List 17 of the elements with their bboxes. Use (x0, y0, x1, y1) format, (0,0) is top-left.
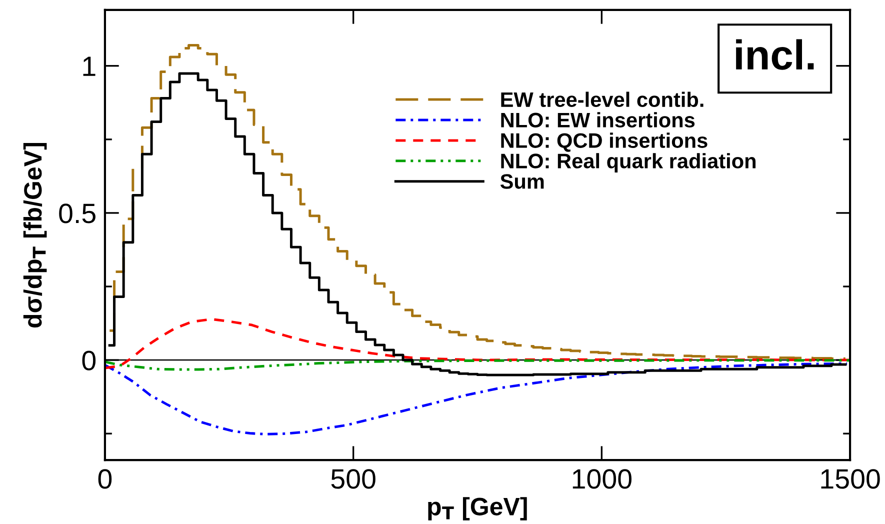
y-axis-title: dσ/dp$_{T}$ [fb/GeV] (23, 143, 47, 328)
y-tick-label: 0.5 (59, 204, 96, 224)
legend-label: EW tree-level contib. (501, 92, 704, 108)
x-axis-title: p$_{T}$ [GeV] (428, 497, 527, 520)
x-tick-label: 500 (331, 469, 376, 489)
legend-label: Sum (500, 174, 544, 189)
x-tick-label: 1500 (821, 469, 880, 489)
x-tick-label: 0 (98, 469, 112, 489)
line-series (104, 362, 848, 436)
y-tick-label: 1 (83, 56, 96, 76)
x-tick-label: 1000 (572, 469, 632, 489)
legend-label: NLO: EW insertions (501, 112, 695, 128)
y-tick-label: 0 (82, 350, 96, 370)
legend-label: NLO: Real quark radiation (501, 153, 756, 173)
line-series (104, 359, 850, 371)
annotation: incl. (736, 39, 814, 70)
legend-label: NLO: QCD insertions (501, 132, 708, 152)
